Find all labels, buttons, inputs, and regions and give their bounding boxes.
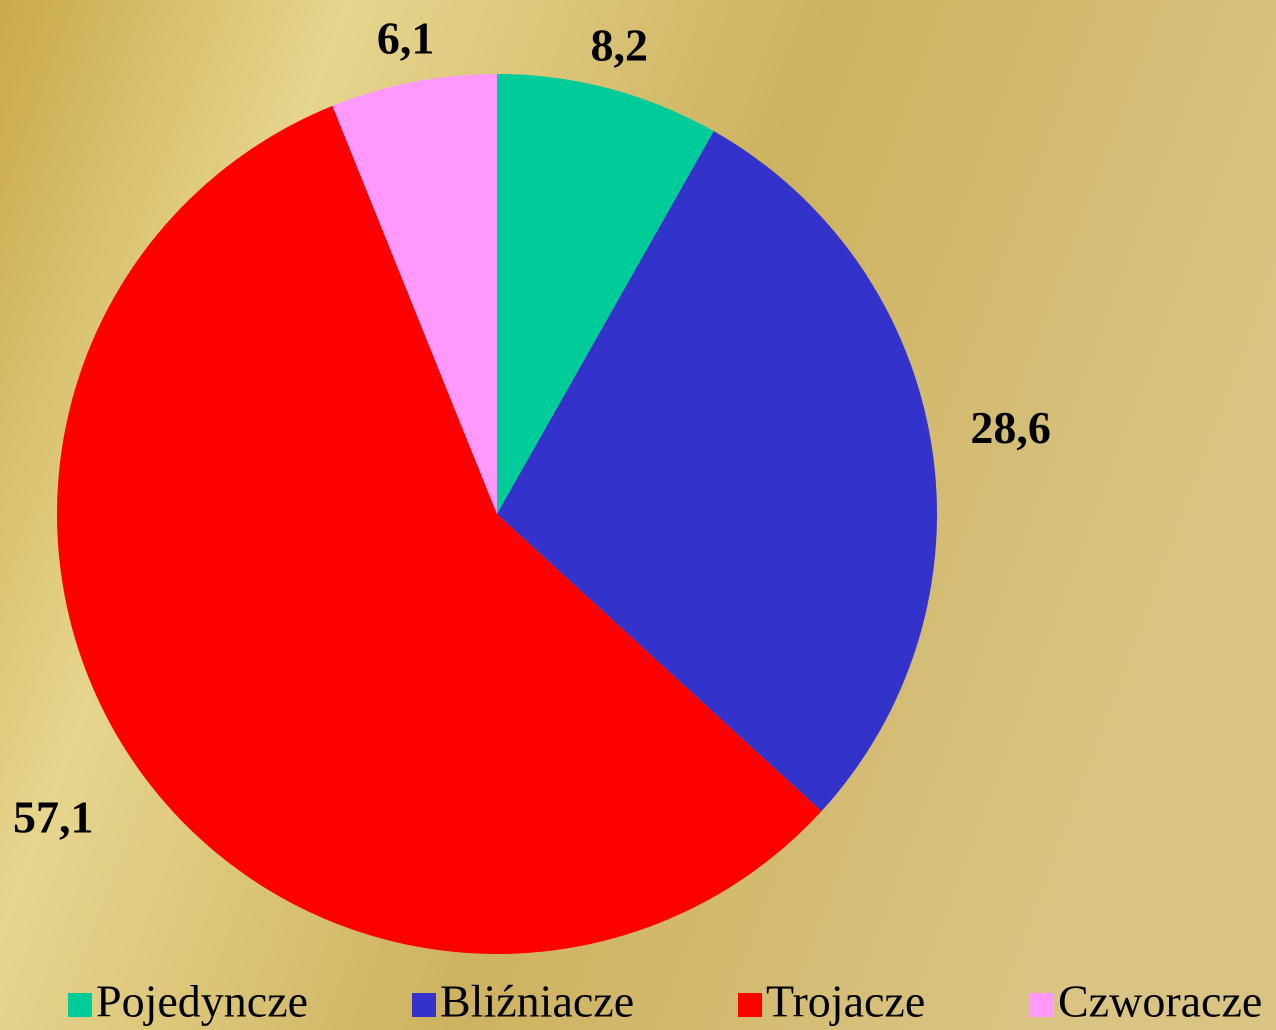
data-label: 8,2	[591, 19, 649, 70]
legend-label: Bliźniacze	[440, 976, 634, 1027]
pie-slice	[332, 74, 497, 514]
legend-swatch	[738, 993, 762, 1017]
legend-swatch	[1030, 993, 1054, 1017]
legend-label: Trojacze	[766, 976, 925, 1027]
legend-label: Pojedyncze	[96, 976, 308, 1027]
data-label: 6,1	[377, 12, 435, 63]
data-label: 57,1	[13, 791, 94, 842]
legend-swatch	[412, 993, 436, 1017]
pie-slice	[56, 105, 822, 954]
legend-swatch	[68, 993, 92, 1017]
pie-slice	[497, 131, 938, 812]
data-label: 28,6	[970, 402, 1051, 453]
legend-label: Czworacze	[1058, 976, 1262, 1027]
pie-slice	[497, 74, 714, 514]
